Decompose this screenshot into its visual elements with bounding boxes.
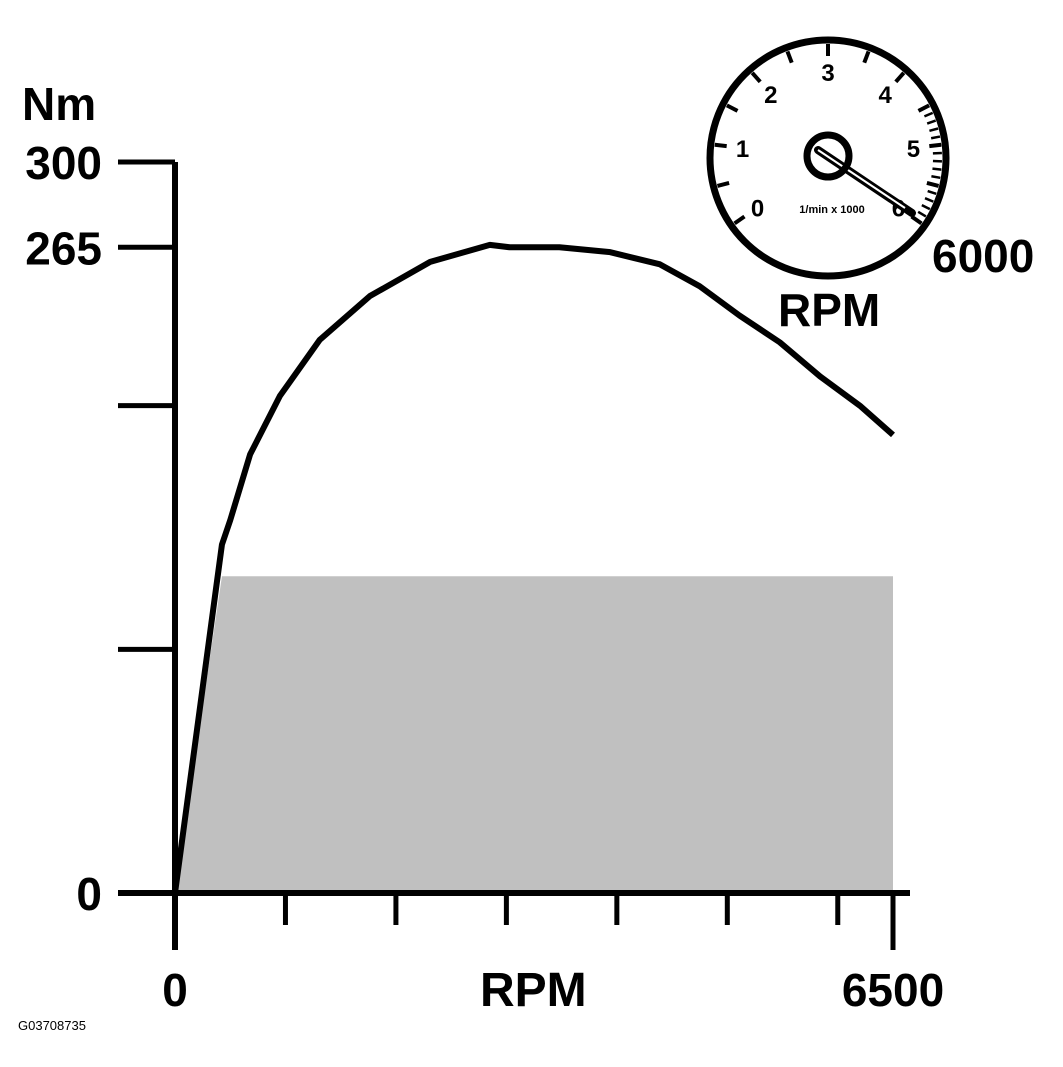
tachometer-minor-tick bbox=[931, 175, 941, 180]
y-axis-label: Nm bbox=[22, 78, 96, 130]
tachometer-tick bbox=[785, 50, 794, 64]
tachometer-tick bbox=[894, 71, 906, 84]
tachometer-minor-tick bbox=[923, 111, 934, 118]
tachometer-dial-label: 3 bbox=[821, 60, 834, 87]
tachometer-dial-label: 1 bbox=[736, 136, 749, 163]
tachometer-minor-tick bbox=[929, 182, 939, 188]
tachometer-dial-label: 4 bbox=[878, 82, 892, 109]
tachometer-dial-label: 0 bbox=[751, 195, 764, 222]
tachometer-dial-label: 2 bbox=[764, 82, 777, 109]
torque-curve bbox=[172, 241, 895, 894]
figure-code: G03708735 bbox=[18, 1018, 86, 1033]
tachometer-minor-tick bbox=[932, 143, 942, 148]
tachometer-minor-tick bbox=[924, 197, 934, 203]
y-tick-label: 300 bbox=[25, 137, 102, 189]
shaded-area bbox=[175, 576, 893, 893]
tachometer-tick bbox=[750, 71, 762, 84]
tachometer-tick bbox=[733, 214, 746, 226]
x-tick-label: 0 bbox=[162, 964, 188, 1016]
tachometer-unit-label: 1/min x 1000 bbox=[799, 204, 864, 216]
tachometer-tick bbox=[716, 181, 730, 188]
x-axis-label: RPM bbox=[480, 964, 587, 1017]
tachometer-minor-tick bbox=[927, 189, 937, 196]
y-tick-label: 0 bbox=[76, 868, 102, 920]
y-tick-label: 265 bbox=[25, 222, 102, 274]
tachometer-minor-tick bbox=[932, 167, 942, 171]
tachometer-minor-tick bbox=[921, 204, 931, 211]
needle-highlight bbox=[817, 149, 906, 209]
tachometer-rpm-label: RPM bbox=[778, 284, 880, 336]
tachometer-dial-label: 5 bbox=[907, 136, 920, 163]
tachometer-minor-tick bbox=[926, 119, 937, 125]
tachometer-hub bbox=[803, 131, 853, 181]
tachometer-minor-tick bbox=[930, 135, 941, 140]
tachometer-tick bbox=[862, 50, 871, 64]
tachometer-tick bbox=[714, 142, 727, 149]
tachometer-minor-tick bbox=[929, 127, 939, 133]
tachometer-minor-tick bbox=[913, 217, 923, 225]
x-tick-label: 6500 bbox=[842, 964, 944, 1016]
tachometer-tick bbox=[917, 103, 931, 113]
tachometer-minor-tick bbox=[917, 210, 927, 218]
tachometer-tick bbox=[725, 103, 739, 113]
tachometer-reading: 6000 bbox=[932, 230, 1034, 282]
